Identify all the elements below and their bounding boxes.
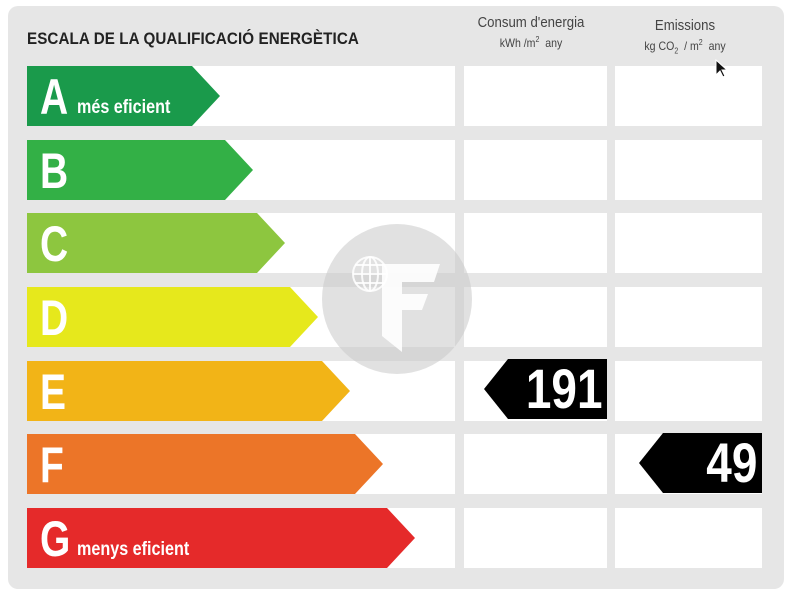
rating-letter: D (40, 290, 69, 346)
rating-letter: F (40, 437, 64, 493)
emissions-cell-d (615, 287, 762, 347)
emissions-column-label: Emissions (654, 17, 716, 34)
emissions-value-badge: 49 (639, 433, 762, 493)
energy-cell-d (464, 287, 607, 347)
logo-f-icon (322, 224, 472, 374)
rating-arrow-f: F (27, 434, 383, 494)
rating-arrow-e: E (27, 361, 350, 421)
rating-arrow-a: A més eficient (27, 66, 220, 126)
rating-description: més eficient (77, 97, 171, 118)
rating-letter: G (40, 511, 71, 567)
rating-letter: A (40, 69, 69, 125)
emissions-cell-a (615, 66, 762, 126)
energy-cell-b (464, 140, 607, 200)
emissions-cell-c (615, 213, 762, 273)
emissions-cell-g (615, 508, 762, 568)
rating-letter: B (40, 143, 69, 199)
energy-column-label: Consum d'energia (477, 14, 585, 31)
emissions-cell-e (615, 361, 762, 421)
rating-letter: E (40, 364, 67, 420)
energy-cell-a (464, 66, 607, 126)
energy-value-badge: 191 (484, 359, 607, 419)
energy-column-unit: kWh /m2 any (499, 35, 563, 50)
rating-arrow-b: B (27, 140, 253, 200)
energy-cell-g (464, 508, 607, 568)
emissions-cell-b (615, 140, 762, 200)
rating-arrow-c: C (27, 213, 285, 273)
energy-cell-f (464, 434, 607, 494)
rating-arrow-g: G menys eficient (27, 508, 415, 568)
rating-letter: C (40, 216, 69, 272)
energy-column-header: Consum d'energia kWh /m2 any (456, 14, 606, 50)
emissions-column-header: Emissions kg CO2 / m2 any (610, 17, 760, 55)
mouse-pointer-icon (715, 58, 729, 84)
emissions-value: 49 (705, 431, 758, 494)
rating-description: menys eficient (77, 539, 190, 560)
rating-arrow-d: D (27, 287, 318, 347)
emissions-column-unit: kg CO2 / m2 any (644, 38, 726, 56)
energy-cell-c (464, 213, 607, 273)
label-title: ESCALA DE LA QUALIFICACIÓ ENERGÈTICA (27, 30, 359, 48)
energy-value: 191 (525, 357, 603, 420)
